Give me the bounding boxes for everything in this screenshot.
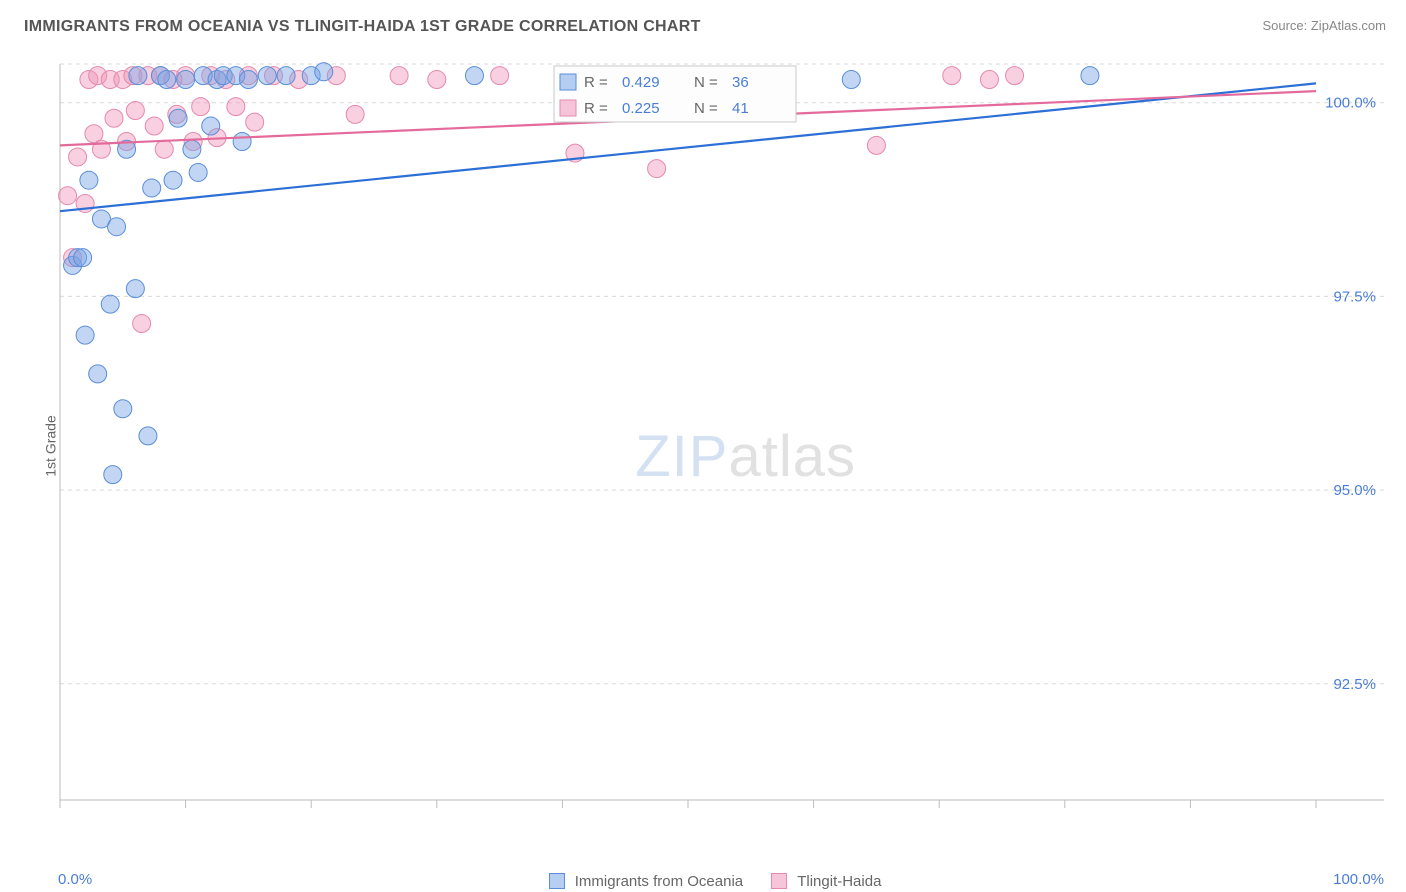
data-point — [126, 280, 144, 298]
data-point — [258, 67, 276, 85]
info-r-value: 0.225 — [622, 100, 660, 117]
data-point — [129, 67, 147, 85]
data-point — [233, 132, 251, 150]
y-tick-label: 100.0% — [1325, 95, 1376, 112]
data-point — [89, 365, 107, 383]
data-point — [202, 117, 220, 135]
data-point — [239, 70, 257, 88]
info-r-value: 0.429 — [622, 74, 660, 91]
data-point — [491, 67, 509, 85]
info-n-value: 41 — [732, 100, 749, 117]
data-point — [1006, 67, 1024, 85]
data-point — [189, 163, 207, 181]
info-n-label: N = — [694, 100, 718, 117]
data-point — [315, 63, 333, 81]
chart-title: IMMIGRANTS FROM OCEANIA VS TLINGIT-HAIDA… — [24, 18, 701, 36]
data-point — [164, 171, 182, 189]
data-point — [101, 295, 119, 313]
source-label: Source: — [1262, 18, 1310, 33]
y-tick-label: 97.5% — [1333, 288, 1376, 305]
data-point — [80, 171, 98, 189]
source-attribution: Source: ZipAtlas.com — [1262, 18, 1386, 33]
data-point — [145, 117, 163, 135]
info-r-label: R = — [584, 100, 608, 117]
info-swatch — [560, 74, 576, 90]
data-point — [105, 109, 123, 127]
data-point — [59, 187, 77, 205]
data-point — [183, 140, 201, 158]
y-tick-label: 92.5% — [1333, 676, 1376, 693]
data-point — [867, 136, 885, 154]
info-r-label: R = — [584, 74, 608, 91]
data-point — [104, 466, 122, 484]
data-point — [346, 105, 364, 123]
data-point — [177, 70, 195, 88]
data-point — [1081, 67, 1099, 85]
data-point — [277, 67, 295, 85]
data-point — [246, 113, 264, 131]
legend-label-tlingit: Tlingit-Haida — [797, 873, 881, 890]
data-point — [133, 315, 151, 333]
data-point — [390, 67, 408, 85]
legend-swatch-oceania — [549, 873, 565, 889]
data-point — [114, 400, 132, 418]
info-n-label: N = — [694, 74, 718, 91]
bottom-legend: Immigrants from Oceania Tlingit-Haida — [0, 873, 1406, 890]
data-point — [108, 218, 126, 236]
data-point — [227, 98, 245, 116]
data-point — [76, 326, 94, 344]
data-point — [74, 249, 92, 267]
info-n-value: 36 — [732, 74, 749, 91]
data-point — [943, 67, 961, 85]
data-point — [143, 179, 161, 197]
watermark: ZIPatlas — [635, 424, 856, 489]
legend-swatch-tlingit — [771, 873, 787, 889]
data-point — [428, 70, 446, 88]
data-point — [139, 427, 157, 445]
data-point — [842, 70, 860, 88]
data-point — [192, 98, 210, 116]
data-point — [155, 140, 173, 158]
scatter-chart: 92.5% 95.0% 97.5% 100.0% ZIPatlas R = 0.429 N =… — [54, 58, 1384, 818]
data-point — [169, 109, 187, 127]
data-point — [980, 70, 998, 88]
data-point — [465, 67, 483, 85]
data-point — [158, 70, 176, 88]
info-swatch — [560, 100, 576, 116]
plot-area: 92.5% 95.0% 97.5% 100.0% ZIPatlas R = 0.429 N =… — [54, 58, 1384, 818]
data-point — [648, 160, 666, 178]
data-point — [69, 148, 87, 166]
legend-label-oceania: Immigrants from Oceania — [575, 873, 743, 890]
y-axis-label: 1st Grade — [43, 415, 59, 476]
data-point — [126, 101, 144, 119]
source-name: ZipAtlas.com — [1311, 18, 1386, 33]
y-tick-label: 95.0% — [1333, 482, 1376, 499]
